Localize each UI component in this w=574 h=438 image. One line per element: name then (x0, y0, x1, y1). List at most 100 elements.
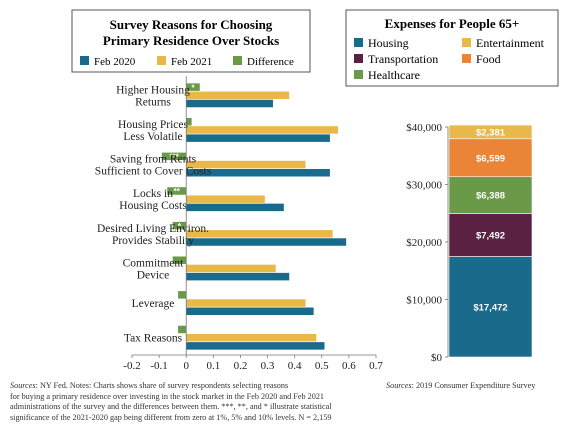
category-label: Tax Reasons (124, 333, 183, 345)
y-tick-label: $30,000 (406, 180, 442, 192)
bar-difference (186, 83, 200, 91)
segment-transportation (448, 213, 533, 257)
y-tick-label: $20,000 (406, 237, 442, 249)
significance-mark: * (178, 222, 182, 231)
category-label: Sufficient to Cover Costs (95, 166, 212, 178)
x-tick-label: 0.3 (261, 360, 275, 372)
right-source-text: : 2019 Consumer Expenditure Survey (411, 381, 536, 390)
x-tick-label: -0.2 (123, 360, 140, 372)
bar-difference (186, 117, 192, 126)
bar-feb-2021 (186, 333, 317, 342)
legend-swatch-feb2021 (157, 56, 166, 65)
x-tick-label: 0.1 (206, 360, 220, 372)
x-tick-label: -0.1 (150, 360, 167, 372)
category-label: Leverage (132, 298, 175, 310)
legend-label-feb2021: Feb 2021 (171, 56, 212, 68)
right-source-prefix: Sources (386, 381, 412, 390)
x-tick-label: 0.7 (369, 360, 383, 372)
left-source-text: : NY Fed. Notes: Charts shows share of s… (35, 381, 289, 390)
bar-feb-2021 (186, 126, 339, 134)
legend-swatch-entertainment (462, 38, 471, 47)
bar-feb-2020 (186, 342, 325, 350)
category-label: Provides Stability (112, 235, 194, 247)
segment-value-label: $2,381 (476, 127, 506, 138)
bar-feb-2021 (186, 230, 333, 238)
left-source-prefix: Sources (10, 381, 36, 390)
y-tick-label: $40,000 (406, 122, 442, 134)
bar-difference (178, 325, 187, 334)
segment-value-label: $7,492 (476, 230, 505, 241)
left-title-line2: Primary Residence Over Stocks (103, 33, 279, 48)
legend-label-food: Food (476, 52, 501, 66)
category-label: Commitment (123, 257, 185, 269)
bar-difference (167, 187, 187, 195)
segment-value-label: $6,388 (476, 191, 505, 202)
bar-feb-2020 (186, 99, 273, 108)
category-label: Desired Living Environ. (97, 223, 209, 235)
x-tick-label: 0 (183, 360, 189, 372)
legend-swatch-feb2020 (80, 56, 89, 65)
segment-value-label: $6,599 (476, 153, 505, 164)
bar-feb-2021 (186, 195, 265, 203)
bar-feb-2020 (186, 203, 284, 212)
left-source-note: Sources: NY Fed. Notes: Charts shows sha… (10, 381, 370, 423)
left-source-line3: administrations of the survey and the di… (10, 402, 332, 412)
category-label: Saving from Rents (110, 154, 197, 166)
legend-label-difference: Difference (247, 56, 294, 68)
left-title-box (71, 9, 311, 73)
bar-feb-2021 (186, 299, 306, 307)
bar-difference (172, 256, 187, 264)
bar-feb-2021 (186, 264, 276, 273)
category-label: Device (137, 269, 170, 281)
legend-swatch-transportation (354, 54, 363, 63)
category-label: Housing Prices (118, 119, 188, 131)
category-label: Returns (135, 96, 171, 108)
x-tick-label: 0.6 (342, 360, 356, 372)
bar-feb-2020 (186, 169, 330, 177)
segment-healthcare (448, 176, 533, 214)
left-source-line2: for buying a primary residence over inve… (10, 391, 325, 401)
legend-label-feb2020: Feb 2020 (94, 56, 136, 68)
segment-entertainment (448, 124, 533, 140)
significance-mark: *** (169, 153, 179, 162)
right-source-note: Sources: 2019 Consumer Expenditure Surve… (386, 381, 572, 392)
bar-feb-2021 (186, 160, 306, 169)
category-label: Housing Costs (119, 200, 187, 212)
category-label: Locks in (133, 188, 173, 200)
segment-food (448, 138, 533, 178)
right-legend-box (345, 9, 559, 87)
legend-swatch-housing (354, 38, 363, 47)
stacked-bar-chart: $0 $10,000 $20,000 $30,000 $40,000 $17,472 $7,… (406, 122, 533, 364)
bar-feb-2020 (186, 134, 330, 142)
segment-value-label: $17,472 (473, 302, 507, 313)
bar-difference (178, 291, 187, 299)
y-tick-label: $10,000 (406, 295, 442, 307)
bar-feb-2020 (186, 272, 290, 281)
legend-swatch-food (462, 54, 471, 63)
bar-difference (172, 221, 187, 230)
legend-swatch-healthcare (354, 70, 363, 79)
left-source-line4: significance of the 2021-2020 gap being … (10, 412, 332, 422)
legend-label-housing: Housing (368, 36, 409, 50)
significance-mark: ** (174, 187, 181, 196)
legend-label-healthcare: Healthcare (368, 68, 420, 82)
x-tick-label: 0.5 (315, 360, 329, 372)
y-tick-label: $0 (431, 352, 443, 364)
segment-housing (448, 256, 533, 358)
right-title: Expenses for People 65+ (385, 16, 520, 31)
legend-label-entertainment: Entertainment (476, 36, 545, 50)
bar-feb-2021 (186, 91, 290, 100)
left-title-line1: Survey Reasons for Choosing (110, 17, 273, 32)
x-tick-label: 0.4 (288, 360, 302, 372)
x-tick-label: 0.2 (234, 360, 248, 372)
category-label: Higher Housing (116, 84, 190, 96)
bar-feb-2020 (186, 238, 347, 246)
bar-feb-2020 (186, 307, 314, 316)
significance-mark: * (191, 83, 195, 92)
legend-swatch-difference (233, 56, 242, 65)
legend-label-transportation: Transportation (368, 52, 438, 66)
bar-difference (161, 152, 187, 161)
category-label: Less Volatile (123, 131, 182, 143)
